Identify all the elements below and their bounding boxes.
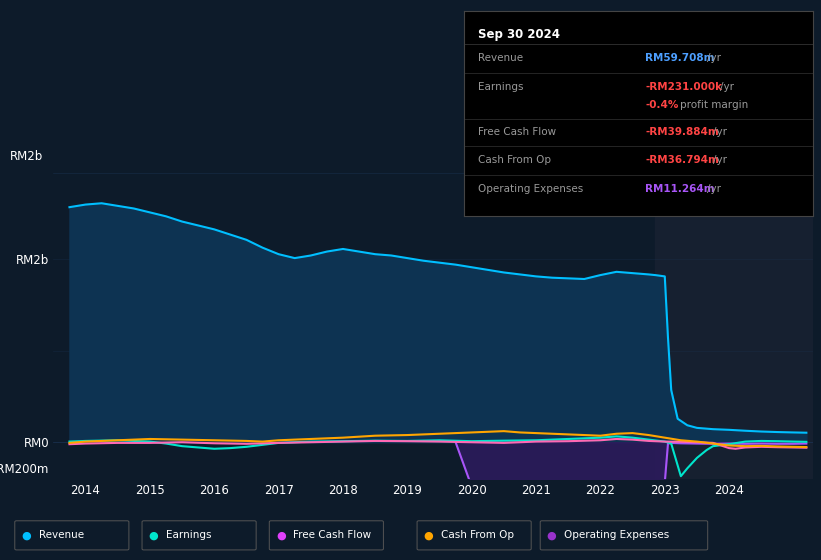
Text: ●: ● xyxy=(276,530,286,540)
Text: Cash From Op: Cash From Op xyxy=(478,156,551,165)
Text: RM59.708m: RM59.708m xyxy=(645,53,715,63)
Text: -RM39.884m: -RM39.884m xyxy=(645,127,719,137)
Text: -0.4%: -0.4% xyxy=(645,100,679,110)
Bar xyxy=(655,168,813,479)
Text: Operating Expenses: Operating Expenses xyxy=(478,184,583,194)
Text: profit margin: profit margin xyxy=(680,100,749,110)
Text: Earnings: Earnings xyxy=(478,82,523,92)
Text: Free Cash Flow: Free Cash Flow xyxy=(293,530,371,540)
Text: /yr: /yr xyxy=(713,127,727,137)
Text: Earnings: Earnings xyxy=(166,530,211,540)
Text: Cash From Op: Cash From Op xyxy=(441,530,514,540)
Text: ●: ● xyxy=(424,530,433,540)
Text: RM2b: RM2b xyxy=(10,150,43,164)
Text: ●: ● xyxy=(547,530,557,540)
Text: -RM231.000k: -RM231.000k xyxy=(645,82,722,92)
Text: Free Cash Flow: Free Cash Flow xyxy=(478,127,556,137)
Text: /yr: /yr xyxy=(713,156,727,165)
Text: Sep 30 2024: Sep 30 2024 xyxy=(478,27,560,40)
Text: Operating Expenses: Operating Expenses xyxy=(564,530,669,540)
Text: /yr: /yr xyxy=(707,53,721,63)
Text: -RM36.794m: -RM36.794m xyxy=(645,156,719,165)
Text: Revenue: Revenue xyxy=(478,53,523,63)
Text: ●: ● xyxy=(21,530,31,540)
Text: /yr: /yr xyxy=(720,82,734,92)
Text: /yr: /yr xyxy=(707,184,721,194)
Text: Revenue: Revenue xyxy=(39,530,84,540)
Text: RM11.264m: RM11.264m xyxy=(645,184,715,194)
Text: ●: ● xyxy=(149,530,158,540)
